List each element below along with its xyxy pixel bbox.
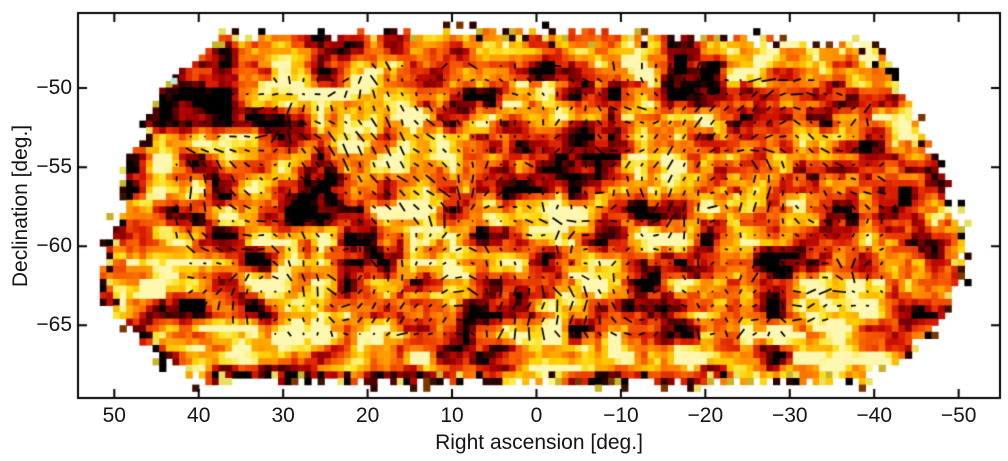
y-tick-label: −50 [36,76,72,100]
x-tick-label: 30 [271,404,295,427]
x-tick-label: 50 [102,404,126,427]
y-tick-label: −60 [36,234,72,258]
y-tick-label: −65 [36,313,72,337]
y-tick-label: −55 [36,155,72,179]
x-tick-label: 40 [187,404,211,427]
x-tick-label: −10 [603,404,639,427]
x-tick-label: 10 [440,404,464,427]
x-tick-label: 0 [530,404,543,427]
y-axis-label: Declination [deg.] [9,124,32,288]
x-tick-label: −50 [940,404,977,427]
x-axis-label: Right ascension [deg.] [435,431,643,454]
x-tick-label: −30 [771,404,808,427]
x-tick-label: 20 [355,404,380,427]
x-tick-label: −40 [856,404,892,427]
x-tick-label: −20 [687,404,724,427]
